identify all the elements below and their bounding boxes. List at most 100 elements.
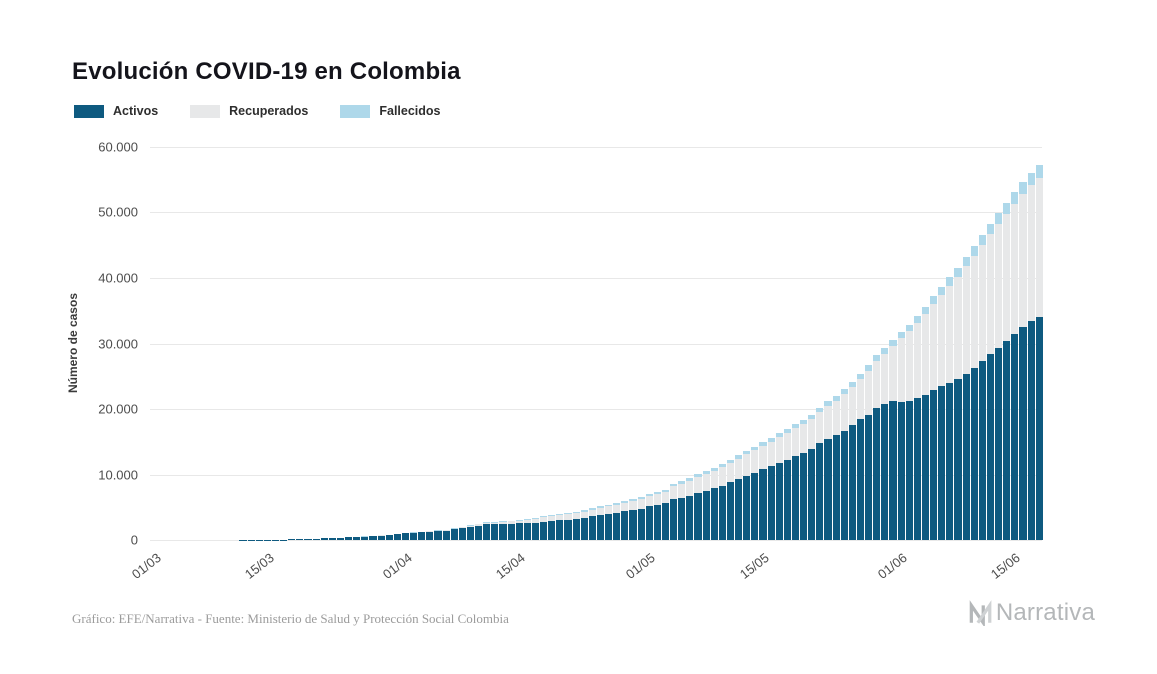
bar-segment-recuperados — [523, 519, 531, 524]
bar — [783, 147, 791, 540]
bar-segment-recuperados — [653, 494, 661, 506]
bar-segment-recuperados — [491, 522, 499, 525]
bar-segment-activos — [686, 495, 694, 540]
bar — [158, 147, 165, 540]
bar-segment-recuperados — [718, 467, 726, 486]
bar — [645, 147, 653, 540]
bar — [808, 147, 816, 540]
bar-segment-recuperados — [816, 412, 824, 444]
bar-segment-fallecidos — [1027, 172, 1035, 185]
bar — [767, 147, 775, 540]
brand-name: Narrativa — [995, 599, 1095, 626]
bar — [442, 147, 450, 540]
bar-segment-activos — [304, 538, 312, 540]
bar-segment-activos — [540, 522, 548, 540]
bar-segment-activos — [418, 532, 426, 540]
bar-segment-activos — [613, 512, 621, 540]
bar-segment-recuperados — [580, 511, 588, 518]
bar — [410, 147, 418, 540]
bar-segment-fallecidos — [873, 355, 881, 361]
bar — [970, 147, 978, 540]
bar — [426, 147, 434, 540]
bar-segment-activos — [735, 479, 743, 540]
bar-segment-activos — [962, 373, 970, 540]
bar — [336, 147, 344, 540]
bar-segment-activos — [336, 537, 344, 540]
bar-segment-recuperados — [507, 521, 515, 524]
bar-segment-activos — [1035, 316, 1043, 540]
bar-segment-activos — [369, 536, 377, 540]
bar-segment-fallecidos — [605, 504, 613, 507]
bar-segment-activos — [564, 519, 572, 540]
bar-segment-recuperados — [694, 476, 702, 493]
bar-segment-activos — [645, 506, 653, 540]
bar-segment-recuperados — [629, 501, 637, 511]
bar — [434, 147, 442, 540]
bar-segment-activos — [889, 401, 897, 540]
bar — [263, 147, 271, 540]
bar — [239, 147, 247, 540]
bar-segment-recuperados — [531, 518, 539, 523]
bar-segment-recuperados — [848, 387, 856, 426]
bar-segment-activos — [499, 524, 507, 540]
bar-segment-fallecidos — [523, 518, 531, 520]
bar-segment-recuperados — [954, 276, 962, 380]
bar-segment-fallecidos — [678, 481, 686, 484]
bar — [897, 147, 905, 540]
bar-segment-recuperados — [540, 517, 548, 523]
bar-segment-activos — [531, 522, 539, 540]
bar-segment-fallecidos — [694, 474, 702, 477]
bar-segment-recuperados — [1003, 214, 1011, 342]
bar-segment-fallecidos — [718, 463, 726, 468]
bar-segment-activos — [296, 539, 304, 540]
bar-segment-fallecidos — [596, 506, 604, 508]
bar-segment-recuperados — [588, 509, 596, 517]
bar-segment-fallecidos — [548, 515, 556, 517]
bar-segment-recuperados — [938, 294, 946, 387]
bar-segment-fallecidos — [783, 429, 791, 434]
bar — [207, 147, 214, 540]
bar-segment-recuperados — [865, 370, 873, 415]
bar — [328, 147, 336, 540]
bar-segment-activos — [816, 443, 824, 540]
bar-segment-recuperados — [840, 394, 848, 431]
bar-segment-activos — [995, 347, 1003, 540]
bar-segment-activos — [442, 530, 450, 540]
bar-segment-activos — [288, 539, 296, 540]
bar — [816, 147, 824, 540]
bar-segment-recuperados — [743, 454, 751, 477]
bar-segment-activos — [824, 438, 832, 540]
bar-segment-activos — [881, 403, 889, 540]
bar — [775, 147, 783, 540]
bar — [1027, 147, 1035, 540]
bar-segment-recuperados — [466, 525, 474, 528]
bar — [661, 147, 669, 540]
bar-segment-recuperados — [962, 266, 970, 374]
bar-segment-activos — [475, 525, 483, 540]
bar-segment-activos — [385, 534, 393, 540]
gridline — [150, 474, 1042, 476]
bar-segment-activos — [580, 517, 588, 540]
bar — [832, 147, 840, 540]
bar-segment-recuperados — [1011, 203, 1019, 334]
bar-segment-activos — [523, 523, 531, 540]
bar-segment-fallecidos — [629, 499, 637, 502]
bar — [718, 147, 726, 540]
bar — [800, 147, 808, 540]
bar — [418, 147, 426, 540]
bar-segment-recuperados — [897, 338, 905, 402]
bar-segment-recuperados — [450, 528, 458, 530]
bar-segment-fallecidos — [751, 446, 759, 451]
bar — [231, 147, 239, 540]
gridline — [150, 277, 1042, 279]
bar-segment-fallecidos — [832, 396, 840, 401]
bar-segment-fallecidos — [800, 419, 808, 425]
bar — [353, 147, 361, 540]
bar-segment-recuperados — [499, 522, 507, 525]
x-tick-label: 01/04 — [379, 550, 415, 582]
bar — [1003, 147, 1011, 540]
narrativa-n-icon — [969, 600, 992, 626]
bar — [905, 147, 913, 540]
bar-segment-recuperados — [1019, 194, 1027, 328]
bar — [572, 147, 580, 540]
